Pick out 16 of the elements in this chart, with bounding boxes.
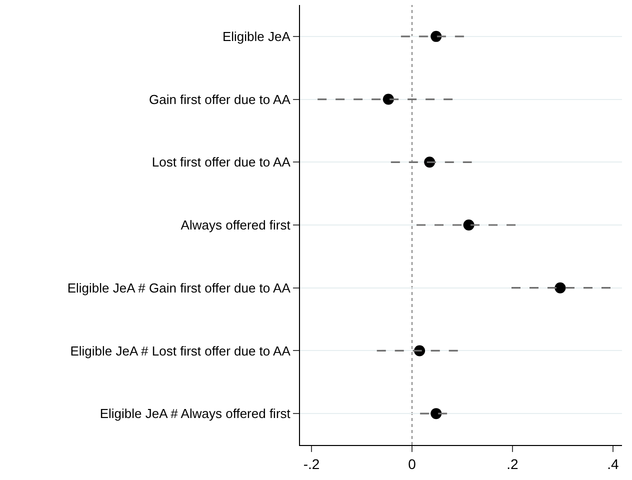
point (430, 30, 442, 42)
point (430, 408, 442, 420)
y-tick-label: Always offered first (180, 218, 291, 233)
point (463, 220, 474, 230)
x-tick-label: .4 (607, 456, 620, 472)
x-tick-label: 0 (408, 456, 416, 472)
y-tick-label: Eligible JeA (222, 28, 291, 44)
y-tick-label: Eligible JeA # Gain first offer due to AA (67, 280, 291, 296)
y-tick-label: Gain first offer due to AA (148, 92, 291, 107)
point (382, 94, 394, 105)
point (554, 282, 566, 294)
y-tick-label: Lost first offer due to AA (152, 154, 291, 170)
y-tick-label: Eligible JeA # Always offered first (100, 406, 291, 422)
y-tick-label: Eligible JeA # Lost first offer due to AA (70, 343, 291, 358)
x-tick-label: -.2 (303, 456, 320, 472)
x-tick-label: .2 (506, 456, 519, 472)
